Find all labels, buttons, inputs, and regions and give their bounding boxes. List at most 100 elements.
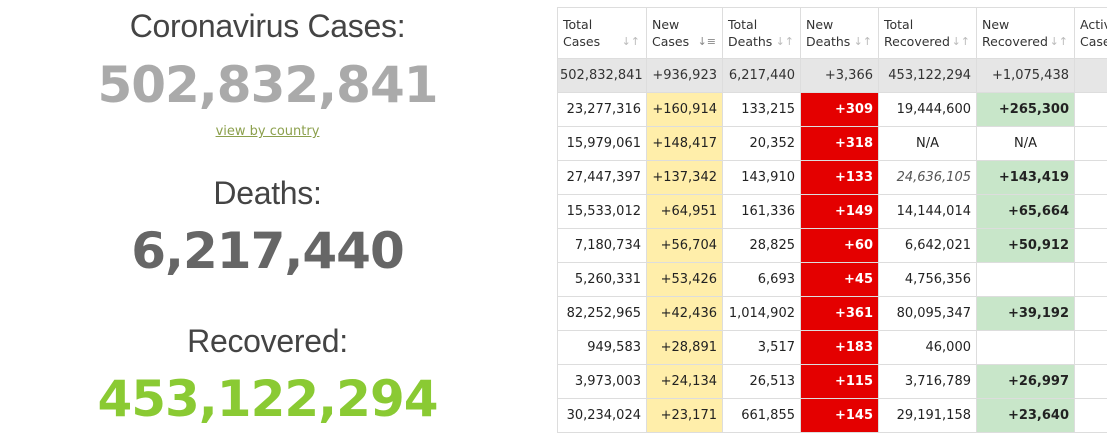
cell-new-deaths: +3,366 (800, 58, 879, 93)
column-header-total-deaths[interactable]: Total Deaths ↓↑ (722, 7, 801, 59)
cell-total-recovered: 46,000 (878, 330, 977, 365)
cell-new-cases: +53,426 (646, 262, 723, 297)
cell-new-deaths: +149 (800, 194, 879, 229)
cell-active-cases: 5 (1074, 228, 1107, 263)
column-header-label-line1: Activ (1080, 17, 1107, 32)
column-header-label-line2: Cases (563, 34, 601, 49)
table-row: 3,973,003 +24,134 26,513 +115 3,716,789 +26,9… (557, 364, 1107, 399)
sort-arrows-icon[interactable]: ↓↑ (775, 35, 794, 48)
column-header-label-line1: New (982, 17, 1010, 32)
cell-total-deaths: 3,517 (722, 330, 801, 365)
cell-new-recovered: +50,912 (976, 228, 1075, 263)
cell-total-deaths: 6,693 (722, 262, 801, 297)
sort-arrows-icon[interactable]: ↓↑ (853, 35, 872, 48)
cell-new-deaths: +115 (800, 364, 879, 399)
cell-total-deaths: 143,910 (722, 160, 801, 195)
column-header-total-recovered[interactable]: Total Recovered ↓↑ (878, 7, 977, 59)
column-header-total-cases[interactable]: Total Cases ↓↑ (557, 7, 647, 59)
cell-total-cases: 502,832,841 (557, 58, 647, 93)
column-header-label-line1: New (652, 17, 680, 32)
table-row: 23,277,316 +160,914 133,215 +309 19,444,600 +… (557, 92, 1107, 127)
cell-total-recovered: 3,716,789 (878, 364, 977, 399)
column-header-label-line1: Total (884, 17, 914, 32)
column-header-active-cases[interactable]: Activ Case (1074, 7, 1107, 59)
column-header-new-recovered[interactable]: New Recovered ↓↑ (976, 7, 1075, 59)
cell-active-cases: 1,2 (1074, 194, 1107, 229)
column-header-label-line2: Recovered (884, 34, 950, 49)
table-total-row: 502,832,841 +936,923 6,217,440 +3,366 453,12… (557, 58, 1107, 93)
cell-total-recovered: 453,122,294 (878, 58, 977, 93)
column-header-new-deaths[interactable]: New Deaths ↓↑ (800, 7, 879, 59)
cell-new-cases: +160,914 (646, 92, 723, 127)
cell-total-cases: 82,252,965 (557, 296, 647, 331)
cell-total-deaths: 20,352 (722, 126, 801, 161)
cell-new-deaths: +361 (800, 296, 879, 331)
cell-new-recovered (976, 330, 1075, 365)
cell-new-deaths: +145 (800, 398, 879, 433)
cell-total-recovered: 4,756,356 (878, 262, 977, 297)
cell-new-recovered (976, 262, 1075, 297)
cell-active-cases: 3,6 (1074, 92, 1107, 127)
cell-new-recovered: +39,192 (976, 296, 1075, 331)
cell-active-cases: 1,1 (1074, 296, 1107, 331)
cases-count: 502,832,841 (97, 56, 438, 114)
cases-title: Coronavirus Cases: (129, 8, 406, 44)
cell-new-cases: +936,923 (646, 58, 723, 93)
cell-new-cases: +56,704 (646, 228, 723, 263)
cell-total-deaths: 1,014,902 (722, 296, 801, 331)
column-header-label-line2: Cases (652, 34, 690, 49)
country-table: Total Cases ↓↑ New Cases ↓≡ Total Deaths ↓↑ New De… (557, 7, 1107, 433)
cell-new-deaths: +318 (800, 126, 879, 161)
cell-new-recovered: +26,997 (976, 364, 1075, 399)
country-table-container[interactable]: Total Cases ↓↑ New Cases ↓≡ Total Deaths ↓↑ New De… (557, 7, 1107, 446)
column-header-label-line1: Total (728, 17, 758, 32)
table-row: 15,979,061 +148,417 20,352 +318 N/A N/A (557, 126, 1107, 161)
table-row: 15,533,012 +64,951 161,336 +149 14,144,014 +6… (557, 194, 1107, 229)
sort-arrows-icon[interactable]: ↓↑ (1049, 35, 1068, 48)
sort-arrows-icon[interactable]: ↓≡ (697, 35, 716, 48)
cell-active-cases: 4 (1074, 262, 1107, 297)
view-by-country-link[interactable]: view by country (215, 124, 320, 139)
view-by-country-container: view by country (0, 120, 535, 139)
sort-arrows-icon[interactable]: ↓↑ (951, 35, 970, 48)
cell-new-recovered: +265,300 (976, 92, 1075, 127)
cell-new-recovered: +1,075,438 (976, 58, 1075, 93)
sort-arrows-icon[interactable]: ↓↑ (621, 35, 640, 48)
cell-new-deaths: +183 (800, 330, 879, 365)
cell-total-cases: 15,979,061 (557, 126, 647, 161)
cell-total-recovered: 29,191,158 (878, 398, 977, 433)
cell-active-cases: 9 (1074, 330, 1107, 365)
cell-new-deaths: +45 (800, 262, 879, 297)
cell-active-cases: 3 (1074, 398, 1107, 433)
cell-new-deaths: +60 (800, 228, 879, 263)
cell-new-cases: +24,134 (646, 364, 723, 399)
cell-total-deaths: 26,513 (722, 364, 801, 399)
cell-new-recovered: +65,664 (976, 194, 1075, 229)
cell-total-cases: 27,447,397 (557, 160, 647, 195)
cell-total-recovered: 19,444,600 (878, 92, 977, 127)
cell-total-deaths: 161,336 (722, 194, 801, 229)
cell-active-cases: 2,6 (1074, 160, 1107, 195)
cell-total-recovered: 14,144,014 (878, 194, 977, 229)
deaths-title: Deaths: (213, 175, 322, 211)
cell-total-recovered: 24,636,105 (878, 160, 977, 195)
cell-total-cases: 15,533,012 (557, 194, 647, 229)
cell-active-cases: 43,4 (1074, 58, 1107, 93)
cell-new-recovered: N/A (976, 126, 1075, 161)
cell-total-cases: 5,260,331 (557, 262, 647, 297)
cell-new-cases: +64,951 (646, 194, 723, 229)
cell-new-deaths: +309 (800, 92, 879, 127)
table-row: 82,252,965 +42,436 1,014,902 +361 80,095,347… (557, 296, 1107, 331)
cell-total-cases: 7,180,734 (557, 228, 647, 263)
cell-new-recovered: +143,419 (976, 160, 1075, 195)
cell-new-recovered: +23,640 (976, 398, 1075, 433)
cell-total-recovered: 6,642,021 (878, 228, 977, 263)
column-header-label-line1: New (806, 17, 834, 32)
summary-panel: Coronavirus Cases: 502,832,841 view by c… (0, 0, 535, 446)
table-row: 7,180,734 +56,704 28,825 +60 6,642,021 +50,91… (557, 228, 1107, 263)
recovered-count: 453,122,294 (97, 370, 438, 428)
column-header-new-cases[interactable]: New Cases ↓≡ (646, 7, 723, 59)
cell-new-cases: +42,436 (646, 296, 723, 331)
cell-total-deaths: 6,217,440 (722, 58, 801, 93)
